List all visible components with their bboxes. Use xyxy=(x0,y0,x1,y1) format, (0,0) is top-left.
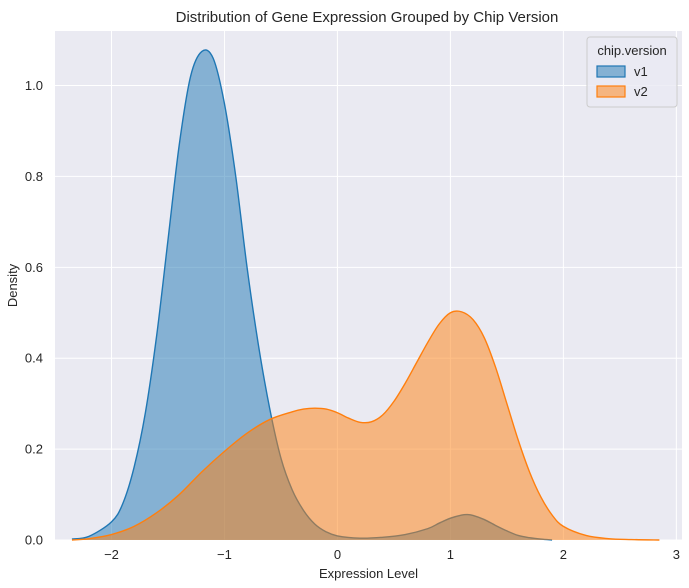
x-tick-label: 2 xyxy=(560,547,567,562)
x-tick-label: −1 xyxy=(217,547,232,562)
x-tick-label: 0 xyxy=(334,547,341,562)
series-v2-area xyxy=(71,311,660,540)
legend-label-v2: v2 xyxy=(634,84,648,99)
legend-label-v1: v1 xyxy=(634,64,648,79)
y-tick-label: 1.0 xyxy=(25,78,43,93)
y-tick-label: 0.8 xyxy=(25,169,43,184)
series-v2-line xyxy=(71,310,660,541)
y-tick-label: 0.4 xyxy=(25,351,43,366)
y-tick-label: 0.2 xyxy=(25,442,43,457)
legend-swatch-v1 xyxy=(596,65,626,78)
legend-title: chip.version xyxy=(597,43,666,58)
ticks: −2 −1 0 1 2 3 0.0 0.2 0.4 0.6 0.8 1.0 xyxy=(25,78,680,562)
x-tick-label: 1 xyxy=(447,547,454,562)
chart-title: Distribution of Gene Expression Grouped … xyxy=(176,9,559,26)
x-axis-label: Expression Level xyxy=(319,566,418,581)
y-tick-label: 0.6 xyxy=(25,260,43,275)
series-layer xyxy=(71,49,660,541)
y-tick-label: 0.0 xyxy=(25,533,43,548)
y-axis-label: Density xyxy=(5,263,20,307)
x-tick-label: 3 xyxy=(673,547,680,562)
legend-swatch-v2 xyxy=(596,85,626,98)
x-tick-label: −2 xyxy=(104,547,119,562)
series-v1-area xyxy=(71,49,553,541)
